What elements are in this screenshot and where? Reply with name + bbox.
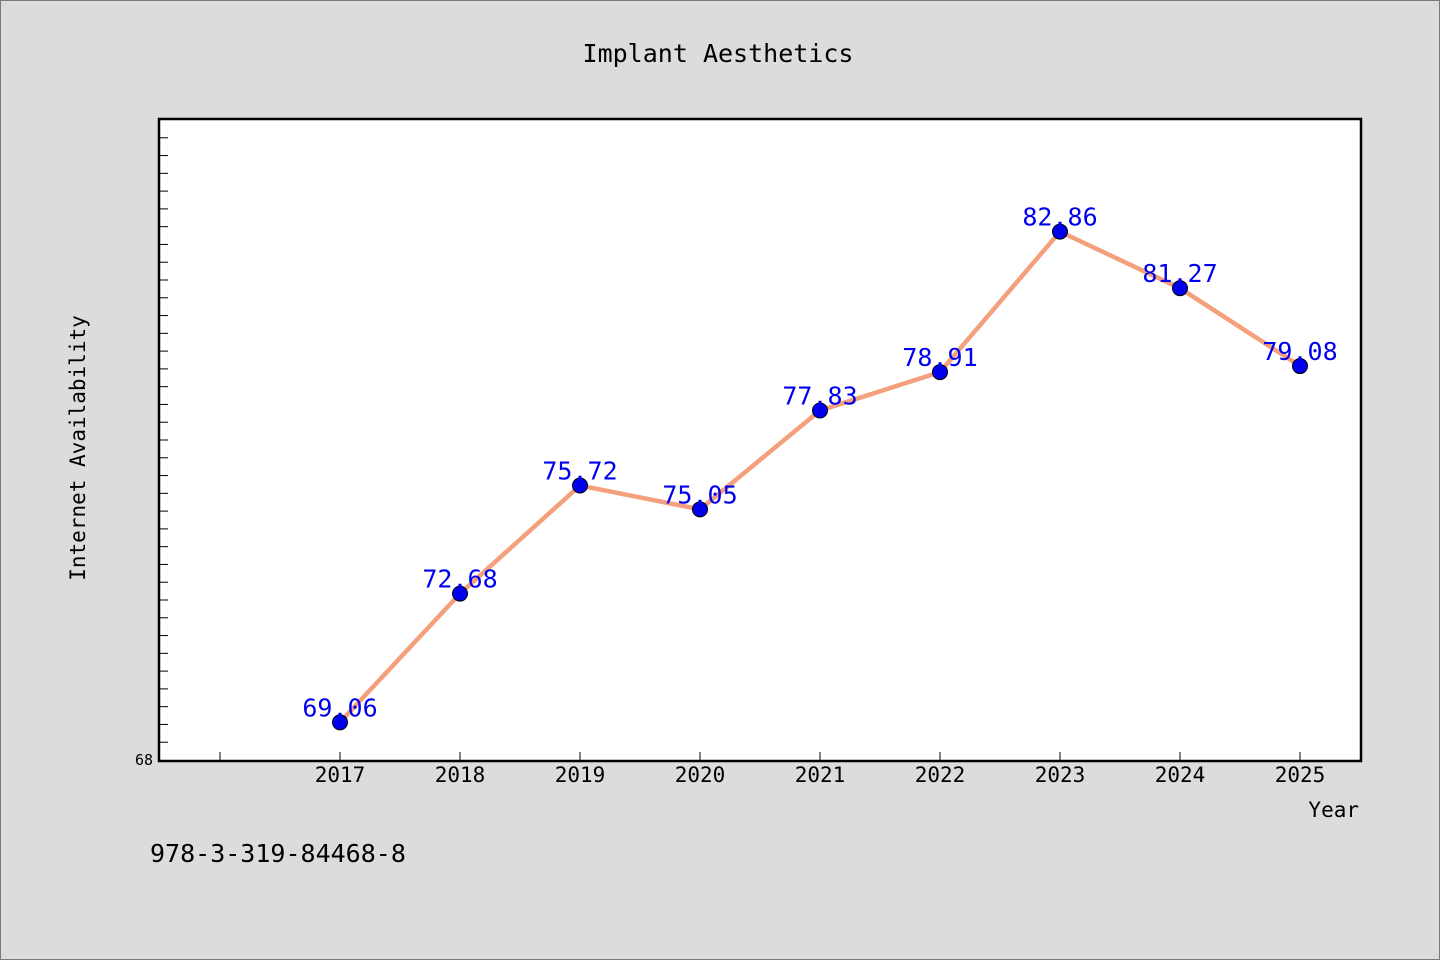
x-tick-label: 2025 (1275, 763, 1326, 787)
data-point (1172, 280, 1188, 297)
y-axis-ticks: 68 (135, 137, 168, 769)
data-point (1052, 223, 1068, 240)
data-label: 78.91 (902, 343, 977, 372)
x-axis-label: Year (1308, 798, 1359, 822)
chart-title: Implant Aesthetics (583, 39, 854, 68)
data-label: 69.06 (302, 693, 377, 722)
data-label: 75.72 (542, 457, 617, 486)
y-axis-label: Internet Availability (66, 315, 90, 581)
data-label: 81.27 (1142, 259, 1217, 288)
x-tick-label: 2024 (1155, 763, 1206, 787)
data-label: 72.68 (422, 565, 497, 594)
data-point (932, 364, 948, 381)
data-labels: 69.06 72.68 75.72 75.05 77.83 78.91 82.86 81.27… (302, 203, 1337, 723)
y-tick-label: 68 (135, 751, 153, 769)
x-tick-label: 2022 (915, 763, 966, 787)
x-tick-label: 2023 (1035, 763, 1086, 787)
data-label: 75.05 (662, 480, 737, 509)
data-point (812, 402, 828, 419)
data-label: 77.83 (782, 381, 857, 410)
plot-area (157, 117, 1363, 763)
data-label: 79.08 (1262, 337, 1337, 366)
data-point (572, 477, 588, 494)
data-point (1292, 358, 1308, 375)
x-tick-label: 2017 (315, 763, 366, 787)
isbn-text: 978-3-319-84468-8 (150, 839, 406, 868)
data-points (332, 223, 1308, 731)
x-tick-label: 2019 (555, 763, 606, 787)
x-axis-ticks: 2017 2018 2019 2020 2021 2022 2023 2024 2025 (219, 752, 1326, 787)
x-tick-label: 2020 (675, 763, 726, 787)
data-point (452, 585, 468, 602)
data-point (692, 501, 708, 518)
x-tick-label: 2018 (435, 763, 486, 787)
x-tick-label: 2021 (795, 763, 846, 787)
data-label: 82.86 (1022, 203, 1097, 232)
data-point (332, 714, 348, 731)
